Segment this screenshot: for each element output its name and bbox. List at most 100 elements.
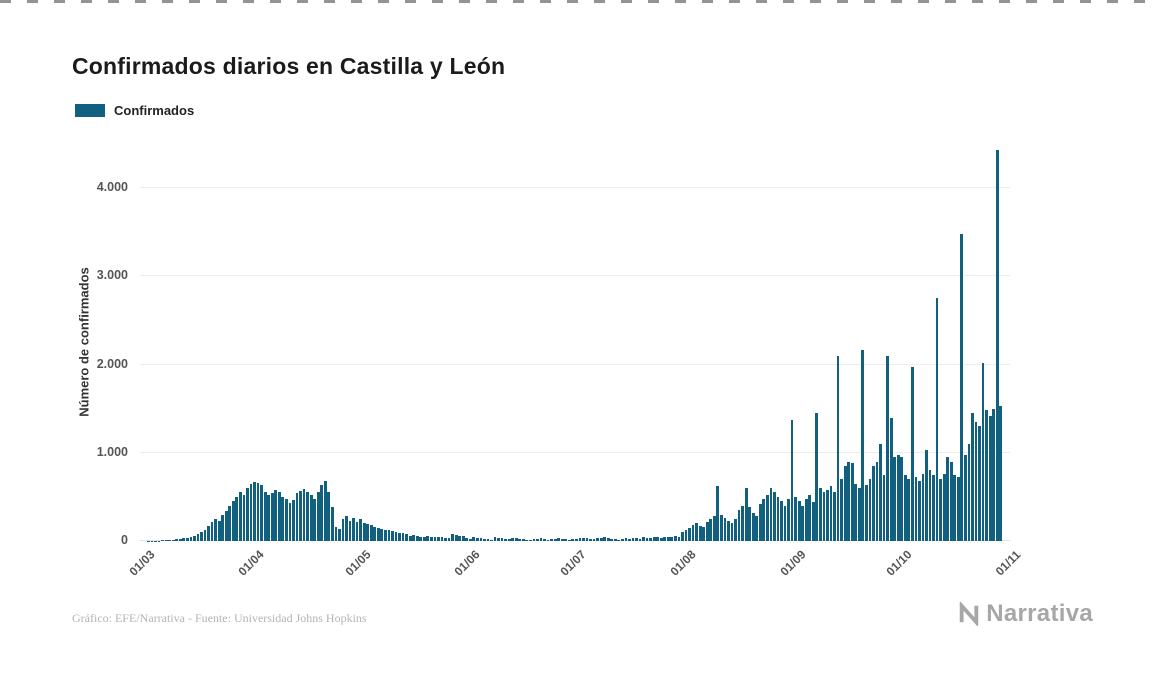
- bar-confirmados[interactable]: [617, 539, 621, 541]
- bar-confirmados[interactable]: [384, 529, 387, 541]
- bar-confirmados[interactable]: [196, 533, 200, 541]
- bar-confirmados[interactable]: [341, 518, 345, 541]
- bar-confirmados[interactable]: [688, 527, 691, 541]
- bar-confirmados[interactable]: [861, 350, 865, 541]
- bar-confirmados[interactable]: [932, 474, 935, 541]
- bar-confirmados[interactable]: [942, 473, 946, 541]
- bar-confirmados[interactable]: [362, 523, 366, 541]
- bar-confirmados[interactable]: [231, 501, 235, 541]
- bar-confirmados[interactable]: [773, 491, 776, 541]
- bar-confirmados[interactable]: [461, 536, 465, 541]
- bar-confirmados[interactable]: [709, 518, 713, 541]
- bar-confirmados[interactable]: [677, 536, 681, 541]
- bar-confirmados[interactable]: [872, 466, 875, 541]
- bar-confirmados[interactable]: [306, 491, 309, 541]
- bar-confirmados[interactable]: [910, 367, 914, 541]
- bar-confirmados[interactable]: [638, 538, 642, 541]
- bar-confirmados[interactable]: [765, 495, 769, 541]
- bar-confirmados[interactable]: [249, 483, 253, 541]
- bar-confirmados[interactable]: [465, 538, 469, 541]
- bar-confirmados[interactable]: [836, 355, 840, 541]
- bar-confirmados[interactable]: [857, 488, 861, 541]
- bar-confirmados[interactable]: [210, 522, 214, 541]
- bar-confirmados[interactable]: [345, 516, 348, 541]
- bar-confirmados[interactable]: [490, 539, 493, 541]
- bar-confirmados[interactable]: [408, 535, 412, 541]
- bar-confirmados[interactable]: [811, 502, 815, 541]
- bar-confirmados[interactable]: [829, 486, 833, 541]
- bar-confirmados[interactable]: [734, 518, 737, 541]
- bar-confirmados[interactable]: [995, 150, 999, 541]
- bar-confirmados[interactable]: [935, 297, 939, 541]
- bar-confirmados[interactable]: [567, 539, 571, 541]
- bar-confirmados[interactable]: [946, 457, 950, 541]
- bar-confirmados[interactable]: [571, 539, 575, 541]
- bar-confirmados[interactable]: [631, 537, 635, 541]
- bar-confirmados[interactable]: [217, 520, 221, 541]
- bar-confirmados[interactable]: [320, 484, 324, 541]
- bar-confirmados[interactable]: [550, 538, 553, 541]
- legend[interactable]: Confirmados: [75, 103, 194, 118]
- bar-confirmados[interactable]: [514, 537, 518, 541]
- bar-confirmados[interactable]: [879, 443, 882, 541]
- bar-confirmados[interactable]: [539, 538, 543, 541]
- bar-confirmados[interactable]: [875, 461, 879, 541]
- bar-confirmados[interactable]: [253, 481, 256, 541]
- bar-confirmados[interactable]: [546, 539, 550, 541]
- bar-confirmados[interactable]: [702, 526, 706, 541]
- bar-confirmados[interactable]: [575, 538, 578, 541]
- bar-confirmados[interactable]: [175, 539, 179, 541]
- bar-confirmados[interactable]: [656, 537, 660, 541]
- bar-confirmados[interactable]: [203, 529, 207, 541]
- bar-confirmados[interactable]: [854, 483, 858, 541]
- bar-confirmados[interactable]: [783, 505, 787, 541]
- bar-confirmados[interactable]: [557, 538, 561, 541]
- bar-confirmados[interactable]: [359, 518, 363, 541]
- bar-confirmados[interactable]: [504, 538, 508, 541]
- bar-confirmados[interactable]: [285, 498, 288, 541]
- bar-confirmados[interactable]: [239, 491, 242, 541]
- bar-confirmados[interactable]: [302, 488, 306, 541]
- bar-confirmados[interactable]: [652, 537, 656, 541]
- bar-confirmados[interactable]: [511, 538, 515, 541]
- bar-confirmados[interactable]: [624, 538, 628, 541]
- bar-confirmados[interactable]: [953, 474, 957, 541]
- bar-confirmados[interactable]: [822, 491, 826, 541]
- bar-confirmados[interactable]: [628, 539, 631, 541]
- bar-confirmados[interactable]: [956, 477, 960, 541]
- bar-confirmados[interactable]: [985, 410, 988, 541]
- bar-confirmados[interactable]: [928, 470, 932, 541]
- bar-confirmados[interactable]: [903, 474, 907, 541]
- bar-confirmados[interactable]: [277, 492, 281, 541]
- bar-confirmados[interactable]: [826, 489, 829, 541]
- bar-confirmados[interactable]: [242, 495, 246, 541]
- bar-confirmados[interactable]: [235, 496, 239, 541]
- bar-confirmados[interactable]: [971, 413, 974, 541]
- bar-confirmados[interactable]: [992, 408, 996, 541]
- bar-confirmados[interactable]: [720, 514, 723, 541]
- bar-confirmados[interactable]: [847, 461, 851, 541]
- bar-confirmados[interactable]: [666, 537, 670, 541]
- bar-confirmados[interactable]: [882, 474, 886, 541]
- bar-confirmados[interactable]: [355, 521, 359, 541]
- bar-confirmados[interactable]: [295, 493, 299, 541]
- bar-confirmados[interactable]: [182, 537, 186, 541]
- bar-confirmados[interactable]: [960, 234, 964, 541]
- bar-confirmados[interactable]: [553, 539, 557, 541]
- bar-confirmados[interactable]: [313, 498, 317, 541]
- bar-confirmados[interactable]: [843, 466, 847, 541]
- bar-confirmados[interactable]: [369, 525, 373, 541]
- bar-confirmados[interactable]: [518, 538, 522, 541]
- bar-confirmados[interactable]: [790, 420, 794, 541]
- bar-confirmados[interactable]: [426, 535, 430, 541]
- bar-confirmados[interactable]: [475, 537, 479, 541]
- bar-confirmados[interactable]: [748, 507, 752, 541]
- bar-confirmados[interactable]: [521, 539, 525, 541]
- bar-confirmados[interactable]: [804, 498, 808, 541]
- bar-confirmados[interactable]: [412, 534, 416, 541]
- bar-confirmados[interactable]: [451, 533, 454, 541]
- bar-confirmados[interactable]: [964, 454, 967, 541]
- bar-confirmados[interactable]: [886, 355, 889, 541]
- bar-confirmados[interactable]: [642, 537, 645, 541]
- bar-confirmados[interactable]: [716, 486, 720, 541]
